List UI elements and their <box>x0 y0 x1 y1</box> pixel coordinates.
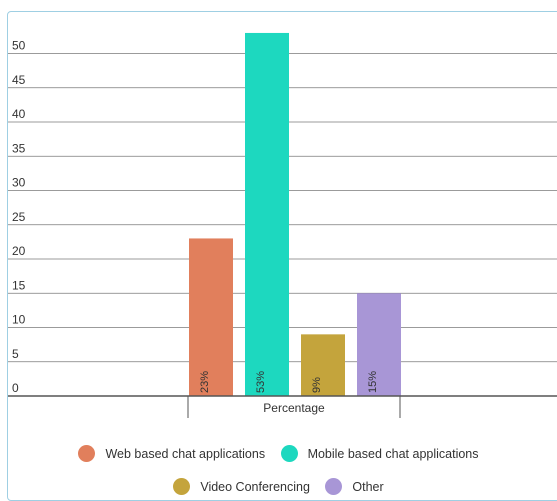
legend-item-mobile[interactable]: Mobile based chat applications <box>280 445 479 462</box>
bar-data-label: 53% <box>255 371 267 393</box>
y-axis-ticks: 0 5 10 15 20 25 30 35 40 45 50 <box>12 39 26 396</box>
legend-swatch-other <box>325 478 343 495</box>
y-tick-label: 15 <box>12 278 26 292</box>
y-tick-label: 40 <box>12 107 26 121</box>
legend-item-other[interactable]: Other <box>325 478 384 495</box>
bar[interactable] <box>189 238 233 396</box>
legend-row-1: Web based chat applications Mobile based… <box>0 445 557 465</box>
bar[interactable] <box>357 293 401 396</box>
legend-label-web: Web based chat applications <box>105 446 266 461</box>
bar-data-label: 15% <box>367 371 379 393</box>
legend-item-video[interactable]: Video Conferencing <box>173 478 310 495</box>
y-tick-label: 25 <box>12 210 26 224</box>
x-axis: Percentage <box>8 395 557 418</box>
bar-chart: 0 5 10 15 20 25 30 35 40 45 50 23% 53% 9% 15% Percent… <box>8 32 557 418</box>
y-tick-label: 0 <box>12 381 19 395</box>
bars: 23% 53% 9% 15% <box>189 32 401 396</box>
bar-data-label: 9% <box>311 377 323 393</box>
bar[interactable] <box>301 334 345 396</box>
legend-label-other: Other <box>352 479 384 494</box>
y-tick-label: 20 <box>12 244 26 258</box>
legend-label-mobile: Mobile based chat applications <box>307 446 479 461</box>
bar-data-label: 23% <box>199 371 211 393</box>
y-tick-label: 10 <box>12 313 26 327</box>
legend-label-video: Video Conferencing <box>200 479 310 494</box>
legend-swatch-mobile <box>280 445 298 462</box>
y-tick-label: 5 <box>12 347 19 361</box>
y-tick-label: 50 <box>12 39 26 53</box>
x-category-label: Percentage <box>263 401 325 415</box>
bar[interactable] <box>245 32 289 396</box>
legend-row-2: Video Conferencing Other <box>0 478 557 498</box>
legend-swatch-video <box>173 478 191 495</box>
y-tick-label: 30 <box>12 176 26 190</box>
legend-item-web[interactable]: Web based chat applications <box>78 445 265 462</box>
legend-swatch-web <box>78 445 96 462</box>
y-tick-label: 35 <box>12 141 26 155</box>
y-tick-label: 45 <box>12 73 26 87</box>
